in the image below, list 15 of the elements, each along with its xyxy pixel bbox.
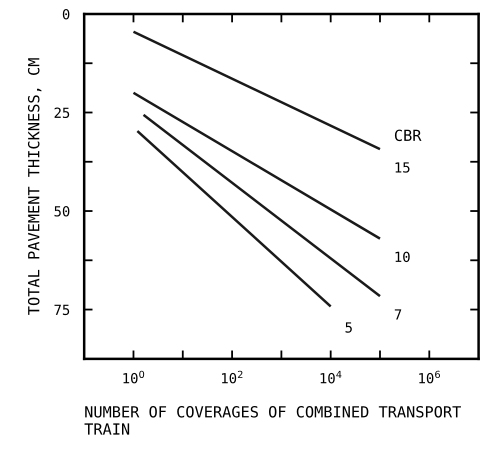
x-tick-label: 10$^{2}$ <box>222 370 242 384</box>
x-tick-label: 10$^{4}$ <box>320 370 342 384</box>
series-label: 10 <box>396 252 410 262</box>
y-tick-label: 50 <box>54 206 70 217</box>
y-axis-title: TOTAL PAVEMENT THICKNESS, CM <box>28 58 42 315</box>
y-tick-label: 25 <box>54 108 70 118</box>
legend-title: CBR <box>394 130 422 142</box>
x-tick-label: 10$^{6}$ <box>419 370 440 384</box>
series-label: 7 <box>394 309 402 320</box>
x-axis-title: NUMBER OF COVERAGES OF COMBINED TRANSPORT TRAIN <box>84 406 461 435</box>
series-label: 15 <box>396 162 410 173</box>
y-tick-label: 75 <box>54 304 70 316</box>
series-label: 5 <box>346 322 352 333</box>
x-tick-label: 10$^{0}$ <box>123 370 144 384</box>
y-tick-label: 0 <box>62 8 70 20</box>
